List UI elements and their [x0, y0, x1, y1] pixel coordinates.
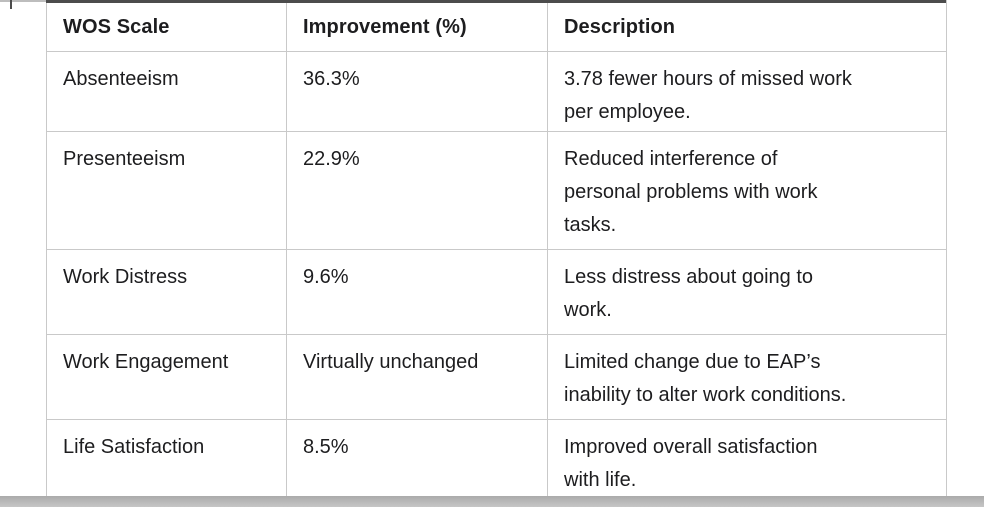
table-row: Work Engagement Virtually unchanged Limi… — [46, 333, 947, 420]
cell-scale: Life Satisfaction — [46, 418, 287, 498]
table-row: Absenteeism 36.3% 3.78 fewer hours of mi… — [46, 50, 947, 132]
cell-description: Limited change due to EAP’s inability to… — [547, 333, 947, 420]
cropped-border-tick — [10, 0, 12, 9]
cell-improvement: 9.6% — [286, 248, 548, 335]
table-row: Presenteeism 22.9% Reduced interference … — [46, 130, 947, 250]
header-row: WOS Scale Improvement (%) Description — [46, 0, 947, 52]
cell-description: Reduced interference of personal problem… — [547, 130, 947, 250]
table-row: Work Distress 9.6% Less distress about g… — [46, 248, 947, 335]
cell-improvement: 36.3% — [286, 50, 548, 132]
cell-improvement: 8.5% — [286, 418, 548, 498]
wos-improvement-table: WOS Scale Improvement (%) Description Ab… — [46, 0, 947, 498]
cell-scale: Work Distress — [46, 248, 287, 335]
window-bottom-edge — [0, 496, 984, 507]
cell-improvement: 22.9% — [286, 130, 548, 250]
cropped-edge-stub — [0, 0, 46, 2]
column-header-description: Description — [547, 0, 947, 52]
cell-scale: Presenteeism — [46, 130, 287, 250]
cell-scale: Work Engagement — [46, 333, 287, 420]
cell-improvement: Virtually unchanged — [286, 333, 548, 420]
cell-description: Improved overall satisfaction with life. — [547, 418, 947, 498]
cell-scale: Absenteeism — [46, 50, 287, 132]
column-header-wos-scale: WOS Scale — [46, 0, 287, 52]
column-header-improvement: Improvement (%) — [286, 0, 548, 52]
cell-description: 3.78 fewer hours of missed work per empl… — [547, 50, 947, 132]
table-row: Life Satisfaction 8.5% Improved overall … — [46, 418, 947, 498]
table-top-rule — [46, 0, 946, 3]
cell-description: Less distress about going to work. — [547, 248, 947, 335]
